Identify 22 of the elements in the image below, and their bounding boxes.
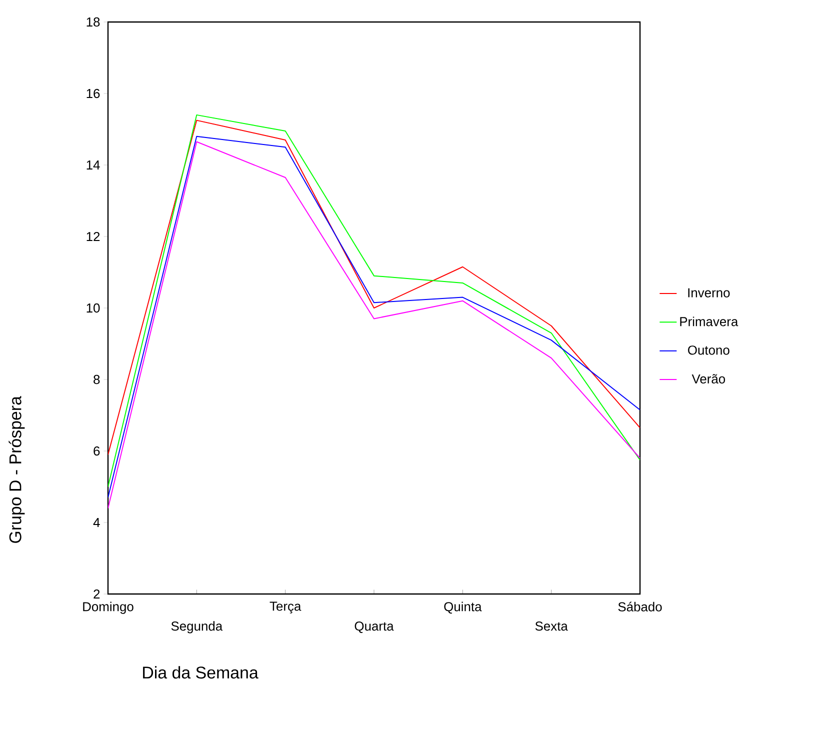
- x-tick-label: Segunda: [171, 621, 223, 634]
- y-tick-label: 18: [86, 17, 100, 27]
- legend-label: Primavera: [680, 316, 738, 326]
- y-tick-label: 8: [94, 374, 100, 384]
- x-tick-label: Domingo: [83, 602, 134, 614]
- x-axis-title: Dia da Semana: [143, 666, 258, 679]
- y-tick-label: 6: [94, 446, 100, 456]
- x-tick-label: Terça: [270, 602, 302, 614]
- legend-label: Inverno: [688, 288, 730, 298]
- y-tick-label: 10: [86, 303, 100, 313]
- y-tick-label: 12: [86, 232, 100, 242]
- legend-label: Outono: [688, 346, 730, 355]
- legend-label: Verão: [692, 374, 726, 384]
- y-tick-label: 14: [86, 160, 100, 170]
- y-tick-label: 2: [94, 589, 100, 599]
- x-tick-label: Quinta: [444, 602, 482, 614]
- x-tick-label: Quarta: [354, 622, 394, 634]
- y-tick-label: 16: [86, 88, 100, 98]
- y-axis-title: Grupo D - Próspera: [8, 396, 25, 543]
- x-tick-label: Sexta: [535, 622, 568, 631]
- y-tick-label: 4: [93, 518, 100, 527]
- x-tick-label: Sábado: [618, 602, 662, 612]
